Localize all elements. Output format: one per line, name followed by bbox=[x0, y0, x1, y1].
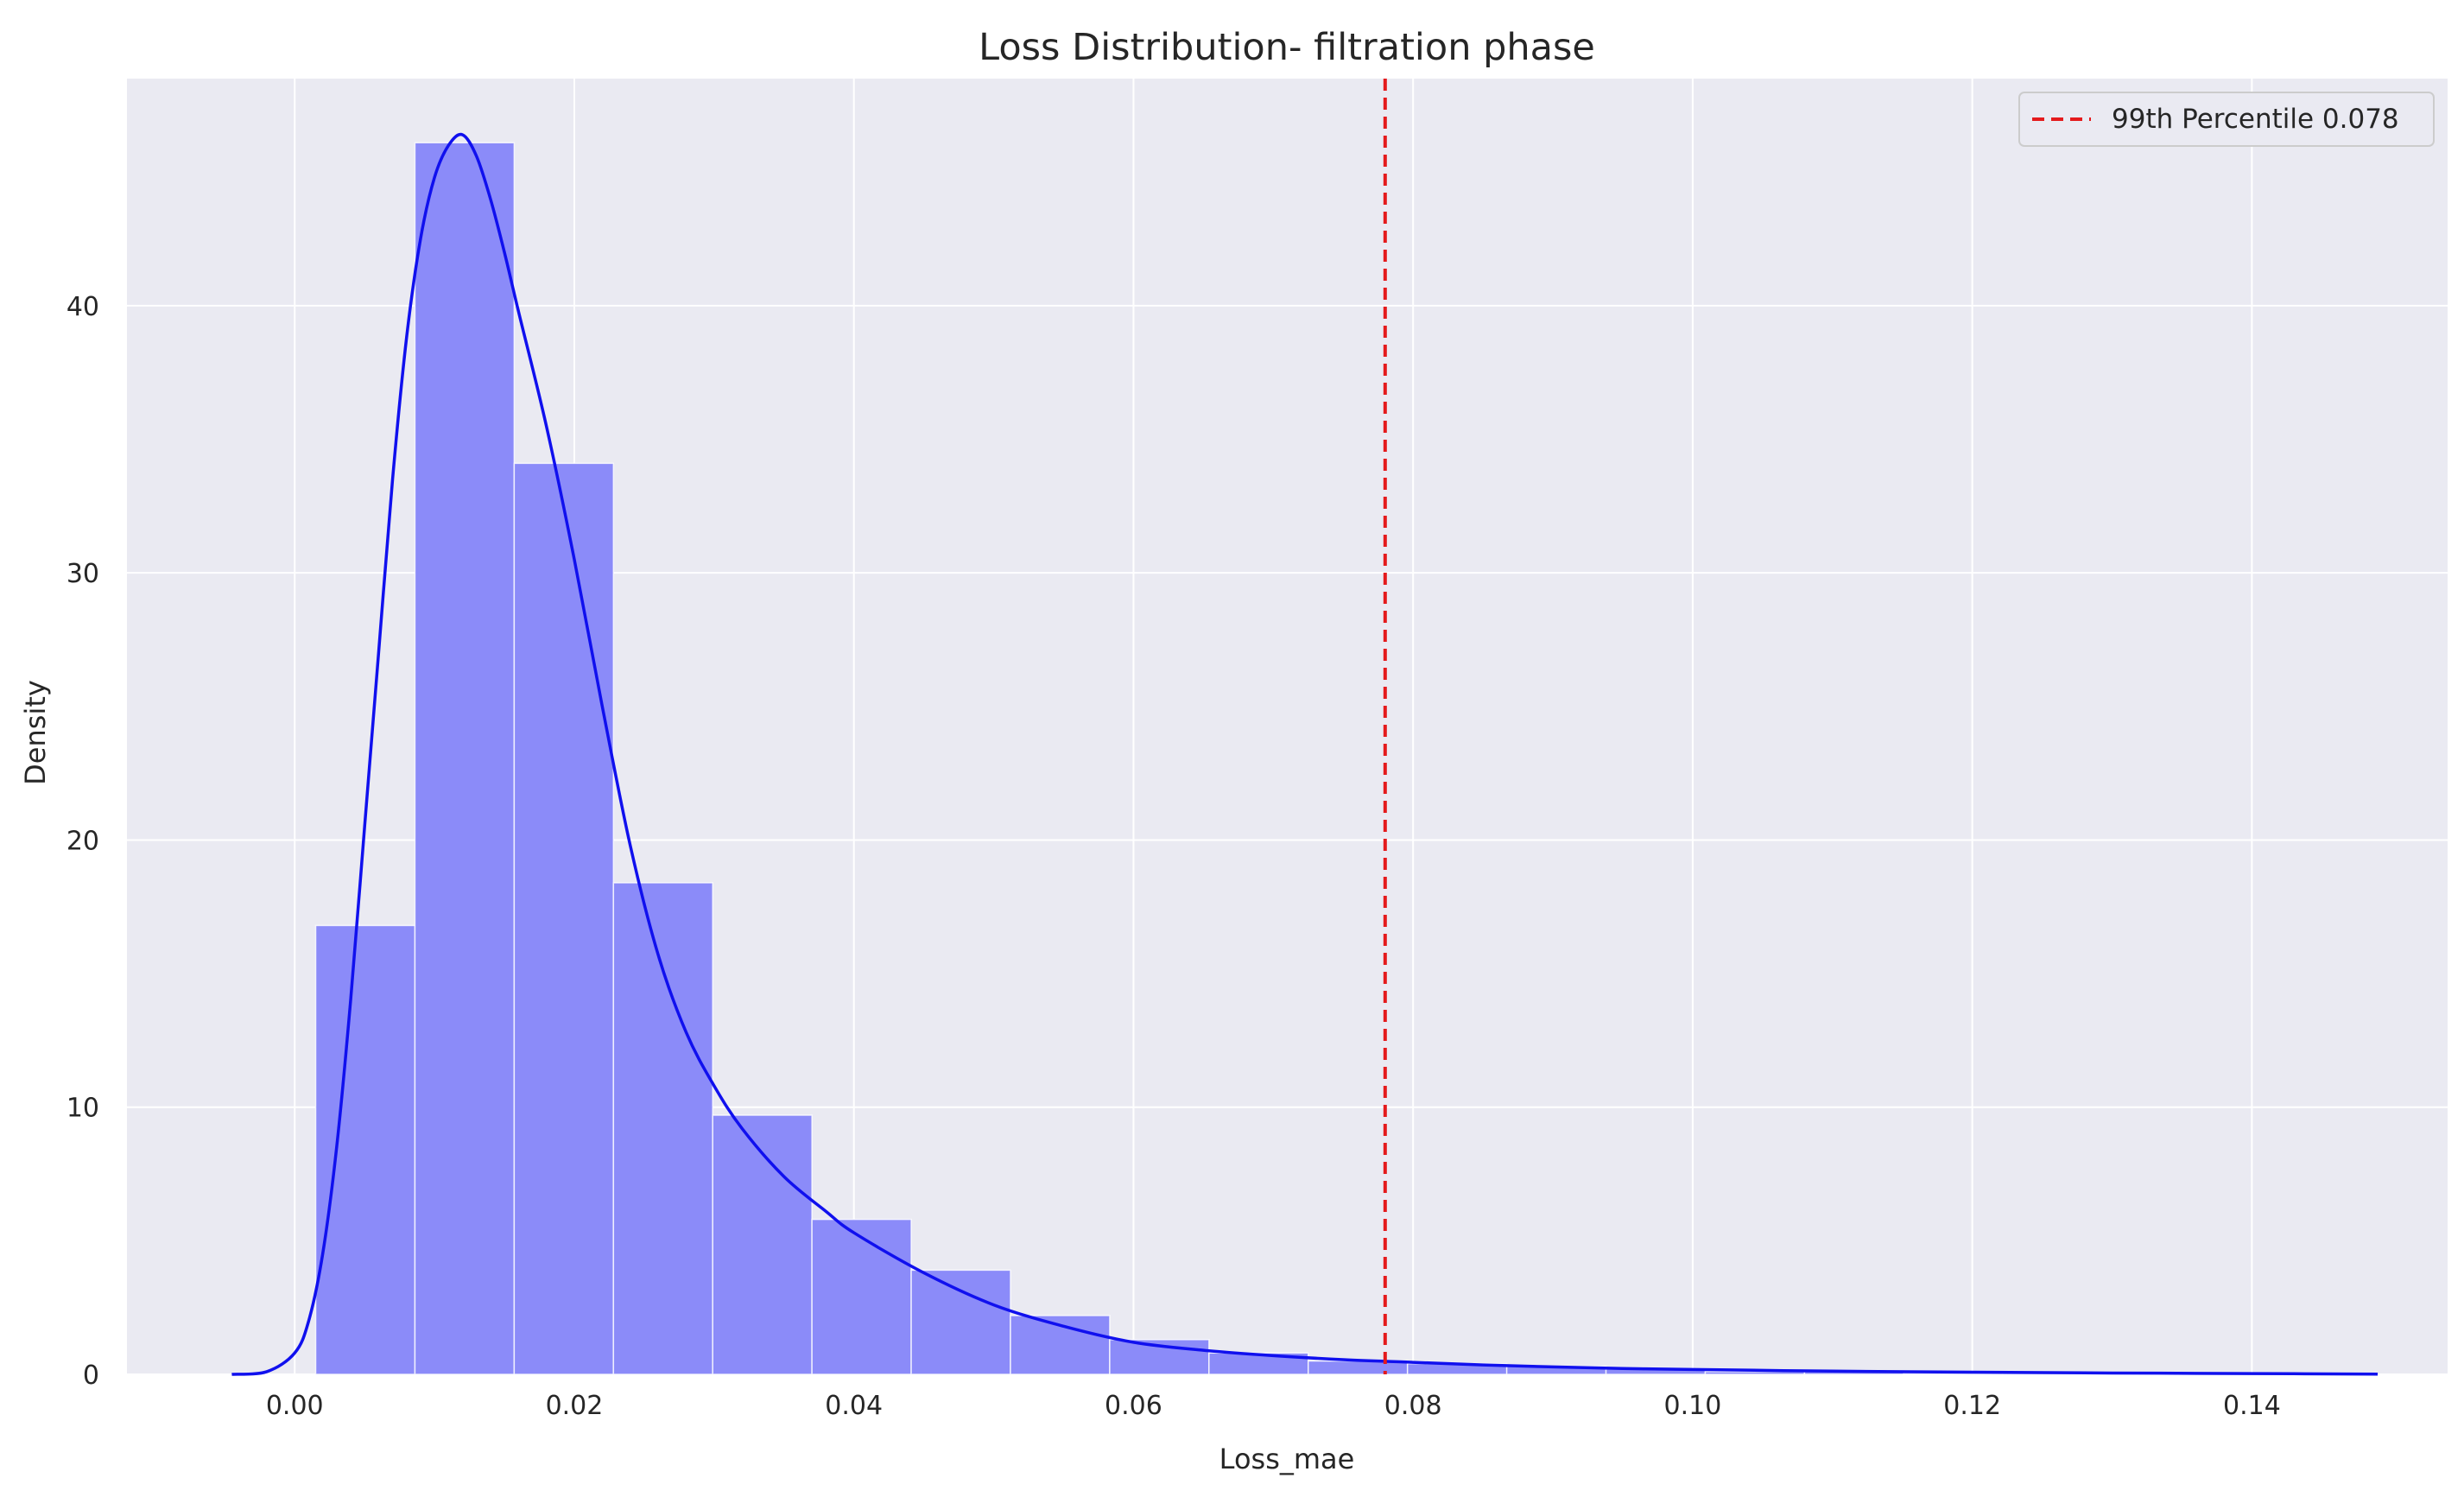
histogram-bar bbox=[811, 1218, 912, 1375]
histogram-bar bbox=[414, 142, 516, 1375]
x-tick-label: 0.08 bbox=[1384, 1391, 1442, 1421]
y-tick-label: 0 bbox=[83, 1361, 99, 1391]
legend: 99th Percentile 0.078 bbox=[2018, 92, 2435, 147]
y-axis-label: Density bbox=[19, 680, 52, 785]
y-tick-label: 20 bbox=[67, 826, 99, 856]
histogram-bars bbox=[314, 142, 2302, 1375]
axis-labels: 0.00 0.02 0.04 0.06 0.08 0.10 0.12 0.14 0 10 20 30 4… bbox=[67, 292, 2281, 1421]
x-tick-label: 0.10 bbox=[1664, 1391, 1722, 1421]
x-tick-label: 0.04 bbox=[825, 1391, 883, 1421]
kde-curve-group bbox=[231, 132, 2378, 1376]
y-tick-label: 10 bbox=[67, 1094, 99, 1124]
x-tick-label: 0.06 bbox=[1105, 1391, 1162, 1421]
chart-title: Loss Distribution- filtration phase bbox=[979, 26, 1595, 69]
x-tick-label: 0.12 bbox=[1943, 1391, 2001, 1421]
histogram-bar bbox=[314, 924, 416, 1375]
x-tick-label: 0.02 bbox=[546, 1391, 604, 1421]
y-tick-label: 40 bbox=[67, 292, 99, 322]
histogram-bar bbox=[712, 1114, 813, 1375]
histogram-bar bbox=[910, 1269, 1011, 1375]
x-tick-label: 0.00 bbox=[266, 1391, 324, 1421]
histogram-bar bbox=[513, 462, 615, 1375]
x-tick-label: 0.14 bbox=[2223, 1391, 2281, 1421]
legend-box bbox=[2018, 92, 2435, 147]
y-tick-label: 30 bbox=[67, 559, 99, 589]
x-axis-label: Loss_mae bbox=[1219, 1443, 1355, 1475]
histogram-bar bbox=[612, 882, 713, 1375]
kde-line bbox=[231, 132, 2378, 1376]
legend-entry-label: 99th Percentile 0.078 bbox=[2112, 104, 2399, 135]
